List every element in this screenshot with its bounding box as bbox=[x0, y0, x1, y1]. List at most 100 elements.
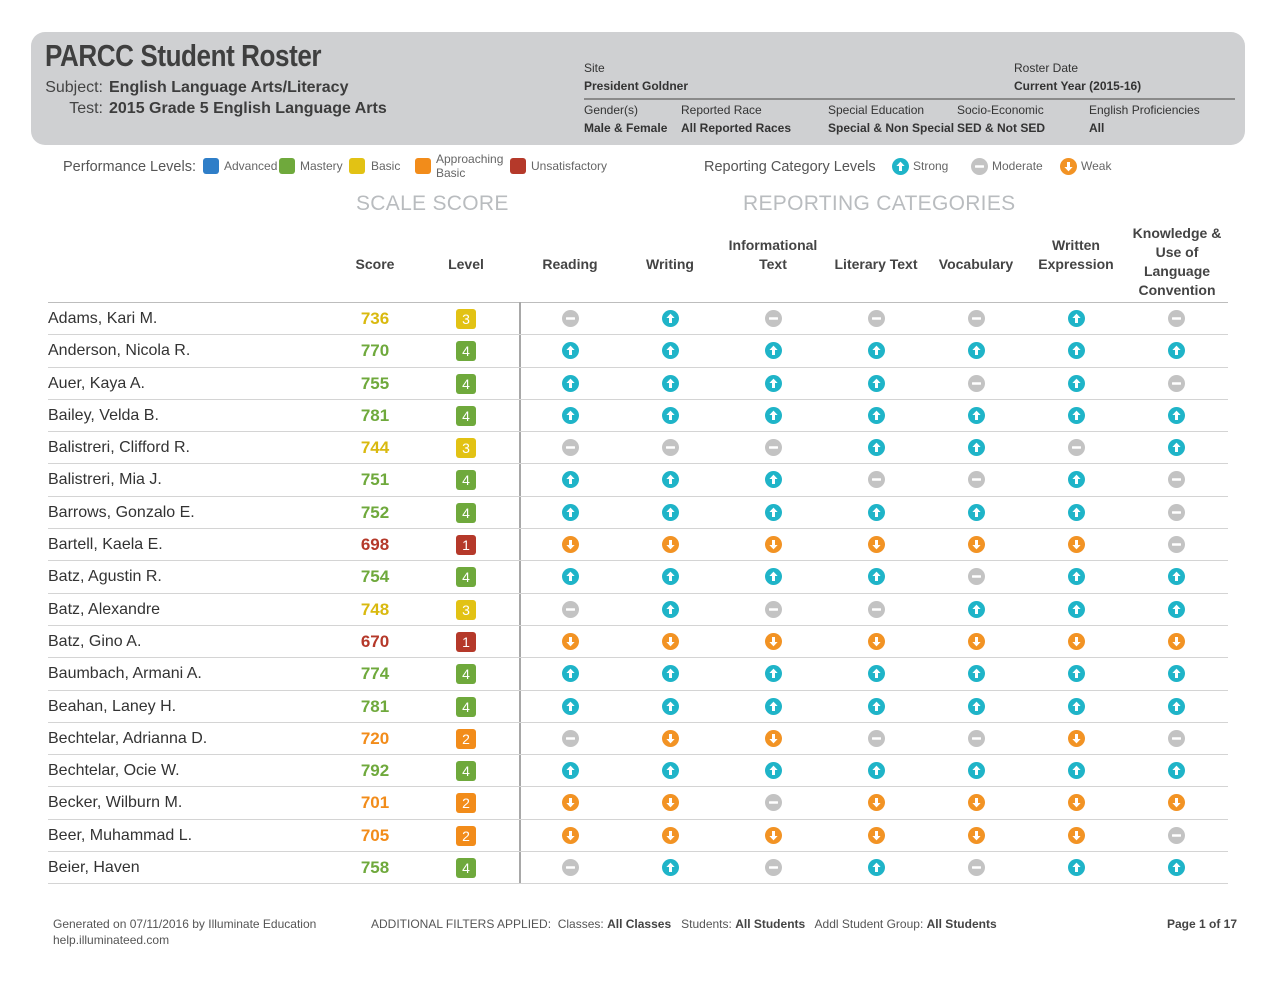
reading-moderate-icon bbox=[561, 600, 579, 618]
written-expression-strong-icon bbox=[1067, 859, 1085, 877]
knowledge-language-moderate-icon bbox=[1167, 826, 1185, 844]
reading-moderate-icon bbox=[561, 729, 579, 747]
informational-text-weak-icon bbox=[764, 826, 782, 844]
report-header: PARCC Student Roster Subject: English Lan… bbox=[31, 32, 1245, 145]
knowledge-language-strong-icon bbox=[1167, 406, 1185, 424]
table-row: Barrows, Gonzalo E. 752 4 bbox=[48, 497, 1228, 530]
written-expression-moderate-icon bbox=[1067, 439, 1085, 457]
students-filter-value: All Students bbox=[735, 917, 806, 931]
scale-score: 736 bbox=[360, 309, 390, 328]
scale-score: 752 bbox=[360, 502, 390, 522]
scale-score: 748 bbox=[360, 599, 390, 619]
weak-label: Weak bbox=[1081, 159, 1112, 173]
informational-text-strong-icon bbox=[764, 471, 782, 489]
informational-text-strong-icon bbox=[764, 665, 782, 683]
basic-label: Basic bbox=[371, 159, 401, 173]
literary-text-weak-icon bbox=[867, 632, 885, 650]
reading-strong-icon bbox=[561, 762, 579, 780]
col-knowledge-language: Knowledge & Use of Language Convention bbox=[1132, 225, 1222, 298]
table-row: Adams, Kari M. 736 3 bbox=[48, 303, 1228, 336]
header-rule bbox=[48, 302, 1228, 303]
generated-text: Generated on 07/11/2016 by Illuminate Ed… bbox=[53, 917, 317, 931]
written-expression-strong-icon bbox=[1067, 665, 1085, 683]
roster-date-meta: Roster Date Current Year (2015-16) bbox=[1014, 61, 1141, 93]
writing-strong-icon bbox=[661, 471, 679, 489]
vocabulary-weak-icon bbox=[967, 826, 985, 844]
informational-text-weak-icon bbox=[764, 729, 782, 747]
reading-strong-icon bbox=[561, 342, 579, 360]
gender-label: Gender(s) bbox=[584, 103, 639, 117]
scale-score: 781 bbox=[360, 696, 390, 716]
reading-moderate-icon bbox=[561, 439, 579, 457]
gender-meta: Gender(s) Male & Female bbox=[584, 103, 667, 135]
writing-strong-icon bbox=[661, 600, 679, 618]
moderate-icon bbox=[971, 158, 988, 175]
literary-text-strong-icon bbox=[867, 568, 885, 586]
level-badge: 4 bbox=[456, 664, 476, 685]
level-badge: 4 bbox=[456, 761, 476, 782]
table-row: Bechtelar, Adrianna D. 720 2 bbox=[48, 723, 1228, 756]
written-expression-strong-icon bbox=[1067, 406, 1085, 424]
socio-meta: Socio-Economic SED & Not SED bbox=[957, 103, 1045, 135]
level-badge: 2 bbox=[456, 728, 476, 749]
classes-filter-value: All Classes bbox=[607, 917, 672, 931]
writing-moderate-icon bbox=[661, 439, 679, 457]
knowledge-language-strong-icon bbox=[1167, 342, 1185, 360]
written-expression-strong-icon bbox=[1067, 568, 1085, 586]
approaching-basic-label: Approaching Basic bbox=[436, 152, 503, 180]
student-name: Balistreri, Mia J. bbox=[48, 471, 162, 489]
informational-text-moderate-icon bbox=[764, 859, 782, 877]
sped-meta: Special Education Special & Non Special bbox=[828, 103, 954, 135]
level-badge: 3 bbox=[456, 309, 476, 329]
knowledge-language-strong-icon bbox=[1167, 859, 1185, 877]
level-badge: 4 bbox=[456, 502, 476, 523]
vocabulary-weak-icon bbox=[967, 794, 985, 812]
written-expression-strong-icon bbox=[1067, 342, 1085, 360]
vocabulary-weak-icon bbox=[967, 536, 985, 554]
written-expression-weak-icon bbox=[1067, 536, 1085, 554]
vocabulary-strong-icon bbox=[967, 665, 985, 683]
writing-strong-icon bbox=[661, 568, 679, 586]
reading-weak-icon bbox=[561, 794, 579, 812]
table-row: Becker, Wilburn M. 701 2 bbox=[48, 787, 1228, 820]
written-expression-strong-icon bbox=[1067, 600, 1085, 618]
vocabulary-strong-icon bbox=[967, 762, 985, 780]
advanced-swatch bbox=[203, 158, 219, 174]
informational-text-strong-icon bbox=[764, 503, 782, 521]
page-number: Page 1 of 17 bbox=[1167, 917, 1238, 931]
level-badge: 4 bbox=[456, 405, 476, 426]
strong-icon bbox=[892, 158, 909, 175]
student-name: Beier, Haven bbox=[48, 859, 140, 877]
col-level: Level bbox=[448, 256, 484, 272]
test-value: 2015 Grade 5 English Language Arts bbox=[109, 100, 387, 117]
reading-strong-icon bbox=[561, 568, 579, 586]
writing-strong-icon bbox=[661, 342, 679, 360]
table-row: Bechtelar, Ocie W. 792 4 bbox=[48, 755, 1228, 788]
filters-applied: ADDITIONAL FILTERS APPLIED: Classes: All… bbox=[371, 917, 997, 931]
level-badge: 1 bbox=[456, 535, 476, 556]
col-score: Score bbox=[355, 256, 395, 272]
scale-score: 792 bbox=[360, 761, 390, 781]
vocabulary-moderate-icon bbox=[967, 310, 985, 327]
reading-strong-icon bbox=[561, 665, 579, 683]
literary-text-strong-icon bbox=[867, 859, 885, 877]
student-name: Balistreri, Clifford R. bbox=[48, 439, 190, 457]
knowledge-language-strong-icon bbox=[1167, 568, 1185, 586]
literary-text-strong-icon bbox=[867, 374, 885, 392]
student-name: Baumbach, Armani A. bbox=[48, 665, 202, 683]
level-badge: 4 bbox=[456, 341, 476, 362]
student-name: Batz, Agustin R. bbox=[48, 568, 162, 586]
vocabulary-strong-icon bbox=[967, 697, 985, 715]
table-row: Balistreri, Clifford R. 744 3 bbox=[48, 432, 1228, 465]
english-value: All bbox=[1089, 121, 1105, 135]
knowledge-language-moderate-icon bbox=[1167, 374, 1185, 392]
written-expression-weak-icon bbox=[1067, 826, 1085, 844]
informational-text-moderate-icon bbox=[764, 310, 782, 327]
scale-score: 770 bbox=[360, 341, 390, 361]
group-filter-label: Addl Student Group: bbox=[814, 917, 924, 931]
informational-text-strong-icon bbox=[764, 762, 782, 780]
informational-text-strong-icon bbox=[764, 568, 782, 586]
reading-strong-icon bbox=[561, 471, 579, 489]
knowledge-language-strong-icon bbox=[1167, 665, 1185, 683]
knowledge-language-strong-icon bbox=[1167, 439, 1185, 457]
